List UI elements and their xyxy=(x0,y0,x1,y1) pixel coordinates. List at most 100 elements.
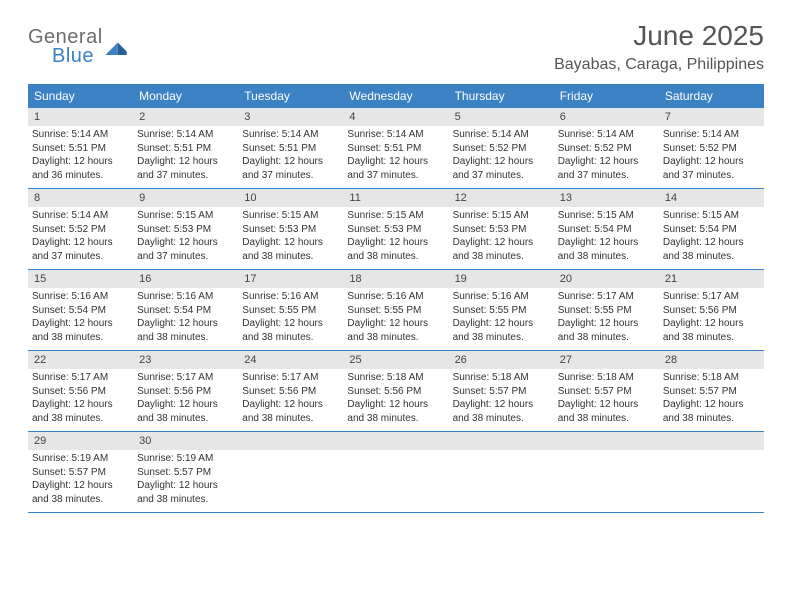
calendar-day: 16 Sunrise: 5:16 AMSunset: 5:54 PMDayligh… xyxy=(133,270,238,350)
day-number: 9 xyxy=(139,192,232,204)
day-number: 3 xyxy=(244,111,337,123)
day-number: 10 xyxy=(244,192,337,204)
calendar-day: 25 Sunrise: 5:18 AMSunset: 5:56 PMDayligh… xyxy=(343,351,448,431)
calendar-day: 1 Sunrise: 5:14 AMSunset: 5:51 PMDaylight… xyxy=(28,108,133,188)
day-details: Sunrise: 5:15 AMSunset: 5:53 PMDaylight:… xyxy=(453,209,550,263)
calendar-week: 22Sunrise: 5:17 AMSunset: 5:56 PMDayligh… xyxy=(28,351,764,432)
day-details: Sunrise: 5:16 AMSunset: 5:54 PMDaylight:… xyxy=(32,290,129,344)
calendar-day: 3 Sunrise: 5:14 AMSunset: 5:51 PMDaylight… xyxy=(238,108,343,188)
day-number: 14 xyxy=(665,192,758,204)
day-details: Sunrise: 5:17 AMSunset: 5:56 PMDaylight:… xyxy=(32,371,129,425)
day-details: Sunrise: 5:18 AMSunset: 5:57 PMDaylight:… xyxy=(663,371,760,425)
location-text: Bayabas, Caraga, Philippines xyxy=(554,56,764,74)
calendar-day: 9 Sunrise: 5:15 AMSunset: 5:53 PMDaylight… xyxy=(133,189,238,269)
day-number: 7 xyxy=(665,111,758,123)
day-number: 24 xyxy=(244,354,337,366)
day-number xyxy=(349,435,442,447)
day-details: Sunrise: 5:17 AMSunset: 5:56 PMDaylight:… xyxy=(137,371,234,425)
calendar-day: 14 Sunrise: 5:15 AMSunset: 5:54 PMDayligh… xyxy=(659,189,764,269)
day-details: Sunrise: 5:17 AMSunset: 5:56 PMDaylight:… xyxy=(242,371,339,425)
day-details: Sunrise: 5:14 AMSunset: 5:52 PMDaylight:… xyxy=(558,128,655,182)
calendar-day: 2Sunrise: 5:14 AMSunset: 5:51 PMDaylight… xyxy=(133,108,238,188)
calendar-day: 5Sunrise: 5:14 AMSunset: 5:52 PMDaylight… xyxy=(449,108,554,188)
calendar-week: 1 Sunrise: 5:14 AMSunset: 5:51 PMDaylight… xyxy=(28,108,764,189)
day-details: Sunrise: 5:18 AMSunset: 5:56 PMDaylight:… xyxy=(347,371,444,425)
calendar-day: 8 Sunrise: 5:14 AMSunset: 5:52 PMDaylight… xyxy=(28,189,133,269)
day-details: Sunrise: 5:16 AMSunset: 5:54 PMDaylight:… xyxy=(137,290,234,344)
calendar-table: SundayMondayTuesdayWednesdayThursdayFrid… xyxy=(28,84,764,513)
logo-triangle-icon xyxy=(105,39,127,55)
calendar-day: 19 Sunrise: 5:16 AMSunset: 5:55 PMDayligh… xyxy=(449,270,554,350)
calendar-day: 26 Sunrise: 5:18 AMSunset: 5:57 PMDayligh… xyxy=(449,351,554,431)
calendar-day: 28 Sunrise: 5:18 AMSunset: 5:57 PMDayligh… xyxy=(659,351,764,431)
day-number: 25 xyxy=(349,354,442,366)
day-details: Sunrise: 5:15 AMSunset: 5:53 PMDaylight:… xyxy=(347,209,444,263)
calendar-day: 11 Sunrise: 5:15 AMSunset: 5:53 PMDayligh… xyxy=(343,189,448,269)
day-number xyxy=(455,435,548,447)
day-details: Sunrise: 5:15 AMSunset: 5:53 PMDaylight:… xyxy=(242,209,339,263)
day-details: Sunrise: 5:15 AMSunset: 5:54 PMDaylight:… xyxy=(558,209,655,263)
day-details: Sunrise: 5:18 AMSunset: 5:57 PMDaylight:… xyxy=(453,371,550,425)
day-number: 8 xyxy=(34,192,127,204)
day-number: 29 xyxy=(34,435,127,447)
calendar-day xyxy=(659,432,764,512)
brand-logo: General Blue xyxy=(28,26,127,68)
day-details: Sunrise: 5:14 AMSunset: 5:51 PMDaylight:… xyxy=(137,128,234,182)
calendar-day: 10 Sunrise: 5:15 AMSunset: 5:53 PMDayligh… xyxy=(238,189,343,269)
day-number: 27 xyxy=(560,354,653,366)
calendar-day: 7Sunrise: 5:14 AMSunset: 5:52 PMDaylight… xyxy=(659,108,764,188)
day-number: 21 xyxy=(665,273,758,285)
calendar-week: 29 Sunrise: 5:19 AMSunset: 5:57 PMDayligh… xyxy=(28,432,764,513)
day-number: 12 xyxy=(455,192,548,204)
day-number: 15 xyxy=(34,273,127,285)
calendar-day: 4Sunrise: 5:14 AMSunset: 5:51 PMDaylight… xyxy=(343,108,448,188)
weekday-header-row: SundayMondayTuesdayWednesdayThursdayFrid… xyxy=(28,84,764,108)
calendar-day xyxy=(343,432,448,512)
calendar-day: 27 Sunrise: 5:18 AMSunset: 5:57 PMDayligh… xyxy=(554,351,659,431)
day-details xyxy=(242,452,339,500)
calendar-day: 15 Sunrise: 5:16 AMSunset: 5:54 PMDayligh… xyxy=(28,270,133,350)
calendar-week: 15 Sunrise: 5:16 AMSunset: 5:54 PMDayligh… xyxy=(28,270,764,351)
calendar-page: General Blue June 2025 Bayabas, Caraga, … xyxy=(0,0,792,533)
day-details: Sunrise: 5:17 AMSunset: 5:55 PMDaylight:… xyxy=(558,290,655,344)
day-number: 19 xyxy=(455,273,548,285)
day-number xyxy=(244,435,337,447)
calendar-day: 23Sunrise: 5:17 AMSunset: 5:56 PMDayligh… xyxy=(133,351,238,431)
day-details: Sunrise: 5:14 AMSunset: 5:51 PMDaylight:… xyxy=(242,128,339,182)
day-details xyxy=(347,452,444,500)
day-number: 26 xyxy=(455,354,548,366)
day-details: Sunrise: 5:15 AMSunset: 5:53 PMDaylight:… xyxy=(137,209,234,263)
day-number: 30 xyxy=(139,435,232,447)
day-number xyxy=(560,435,653,447)
day-details: Sunrise: 5:15 AMSunset: 5:54 PMDaylight:… xyxy=(663,209,760,263)
day-details: Sunrise: 5:19 AMSunset: 5:57 PMDaylight:… xyxy=(137,452,234,506)
calendar-day: 24 Sunrise: 5:17 AMSunset: 5:56 PMDayligh… xyxy=(238,351,343,431)
day-number: 1 xyxy=(34,111,127,123)
calendar-day xyxy=(238,432,343,512)
day-details: Sunrise: 5:14 AMSunset: 5:52 PMDaylight:… xyxy=(32,209,129,263)
day-number: 28 xyxy=(665,354,758,366)
calendar-day xyxy=(449,432,554,512)
calendar-day: 17Sunrise: 5:16 AMSunset: 5:55 PMDayligh… xyxy=(238,270,343,350)
day-details: Sunrise: 5:16 AMSunset: 5:55 PMDaylight:… xyxy=(347,290,444,344)
month-title: June 2025 xyxy=(554,20,764,52)
day-details: Sunrise: 5:14 AMSunset: 5:51 PMDaylight:… xyxy=(32,128,129,182)
calendar-day xyxy=(554,432,659,512)
calendar-day: 6 Sunrise: 5:14 AMSunset: 5:52 PMDaylight… xyxy=(554,108,659,188)
day-number: 11 xyxy=(349,192,442,204)
day-details: Sunrise: 5:16 AMSunset: 5:55 PMDaylight:… xyxy=(242,290,339,344)
day-details: Sunrise: 5:18 AMSunset: 5:57 PMDaylight:… xyxy=(558,371,655,425)
calendar-day: 29Sunrise: 5:19 AMSunset: 5:57 PMDayligh… xyxy=(28,432,133,512)
calendar-day: 13Sunrise: 5:15 AMSunset: 5:54 PMDayligh… xyxy=(554,189,659,269)
calendar-day: 12 Sunrise: 5:15 AMSunset: 5:53 PMDayligh… xyxy=(449,189,554,269)
day-details: Sunrise: 5:17 AMSunset: 5:56 PMDaylight:… xyxy=(663,290,760,344)
weekday-header: Friday xyxy=(554,84,659,108)
day-number: 16 xyxy=(139,273,232,285)
day-details xyxy=(663,452,760,500)
day-number: 6 xyxy=(560,111,653,123)
day-details: Sunrise: 5:16 AMSunset: 5:55 PMDaylight:… xyxy=(453,290,550,344)
day-number: 18 xyxy=(349,273,442,285)
calendar-week: 8 Sunrise: 5:14 AMSunset: 5:52 PMDaylight… xyxy=(28,189,764,270)
day-number xyxy=(665,435,758,447)
weekday-header: Wednesday xyxy=(343,84,448,108)
